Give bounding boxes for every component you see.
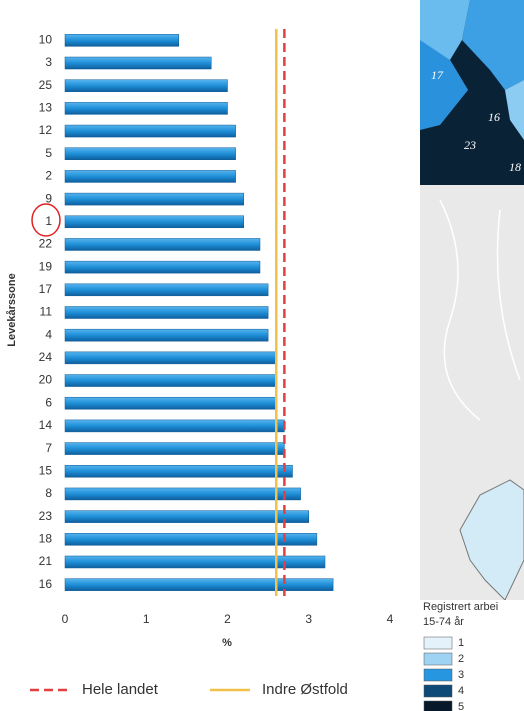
map-label: 16 — [488, 110, 500, 124]
map-legend-label: 5 — [458, 701, 464, 711]
map-label: 17 — [431, 68, 444, 82]
map-legend-swatch — [423, 668, 453, 682]
map-legend-swatch — [423, 652, 453, 666]
bar — [64, 555, 326, 569]
y-axis-label: Levekårssone — [6, 273, 18, 346]
bar — [64, 306, 269, 319]
y-tick-label: 13 — [39, 101, 53, 115]
y-tick-label: 19 — [39, 259, 53, 273]
map-label: 18 — [509, 160, 521, 174]
bar — [64, 215, 244, 229]
map-legend-label: 1 — [458, 637, 464, 649]
bar — [64, 465, 293, 478]
y-tick-label: 8 — [45, 486, 52, 500]
x-tick-label: 0 — [62, 612, 69, 626]
bar — [64, 56, 212, 70]
bar — [64, 487, 301, 501]
bar — [64, 79, 228, 92]
map-region — [462, 0, 524, 90]
y-tick-label: 10 — [39, 33, 53, 47]
bar — [64, 170, 236, 183]
map-legend-label: 2 — [458, 653, 464, 665]
y-tick-label: 5 — [45, 146, 52, 160]
map-legend-label: 3 — [458, 669, 464, 681]
bar — [64, 510, 309, 523]
legend-label: Indre Østfold — [262, 681, 348, 698]
x-tick-label: 1 — [143, 612, 150, 626]
bar — [64, 34, 179, 47]
map-road — [439, 199, 521, 421]
bar — [64, 533, 318, 546]
y-tick-label: 18 — [39, 531, 53, 545]
y-tick-label: 20 — [39, 373, 53, 387]
y-tick-label: 11 — [40, 305, 53, 319]
y-tick-label: 1 — [45, 214, 52, 228]
y-tick-label: 15 — [39, 463, 53, 477]
y-tick-label: 24 — [39, 350, 53, 364]
y-tick-label: 16 — [39, 577, 53, 591]
y-tick-label: 3 — [45, 55, 52, 69]
map-legend-swatch — [423, 684, 453, 698]
bar — [64, 283, 269, 297]
y-tick-label: 9 — [45, 191, 52, 205]
map-label: 23 — [464, 138, 476, 152]
y-tick-label: 14 — [39, 418, 53, 432]
x-tick-label: 4 — [387, 612, 394, 626]
x-axis-label: % — [222, 637, 232, 649]
map-legend-swatch — [423, 700, 453, 711]
bar — [64, 578, 334, 591]
y-tick-label: 12 — [39, 123, 53, 137]
bar — [64, 102, 228, 115]
highlight-circle — [31, 203, 61, 237]
map-legend-swatch — [423, 636, 453, 650]
y-tick-label: 21 — [39, 554, 53, 568]
bar — [64, 396, 277, 410]
bar — [64, 442, 285, 455]
x-tick-label: 2 — [224, 612, 231, 626]
y-tick-label: 22 — [39, 237, 53, 251]
bar — [64, 351, 277, 365]
bar — [64, 147, 236, 160]
map-legend-title: Registrert arbei — [423, 601, 498, 613]
map-region — [420, 40, 468, 130]
x-tick-label: 3 — [305, 612, 312, 626]
map-legend-title: 15-74 år — [423, 616, 464, 628]
y-tick-label: 17 — [39, 282, 53, 296]
y-tick-label: 25 — [39, 78, 53, 92]
map — [420, 0, 524, 711]
y-tick-label: 23 — [39, 509, 53, 523]
bar — [64, 124, 236, 138]
y-tick-label: 4 — [45, 327, 52, 341]
bar — [64, 328, 269, 342]
bar — [64, 374, 277, 387]
y-tick-label: 2 — [45, 169, 52, 183]
legend-label: Hele landet — [82, 681, 159, 698]
map-region — [459, 479, 524, 601]
y-tick-label: 7 — [45, 441, 52, 455]
bar — [64, 192, 244, 206]
bar — [64, 419, 285, 433]
bar — [64, 238, 261, 251]
y-tick-label: 6 — [45, 395, 52, 409]
bar — [64, 260, 261, 274]
map-legend-label: 4 — [458, 685, 464, 697]
map-region — [505, 80, 524, 140]
